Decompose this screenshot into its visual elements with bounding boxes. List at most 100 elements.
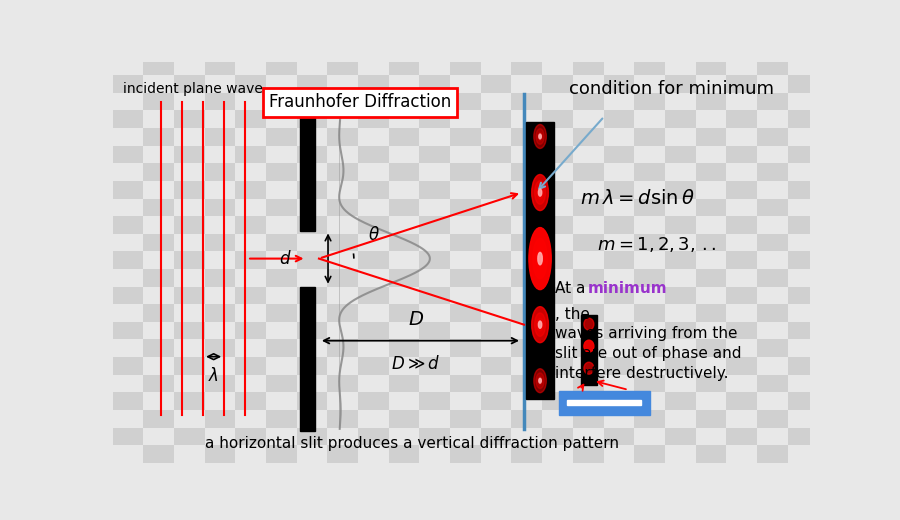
- Bar: [665, 269, 696, 287]
- Bar: [143, 40, 174, 58]
- Bar: [143, 93, 174, 110]
- Bar: [511, 40, 542, 58]
- Bar: [266, 269, 297, 287]
- Bar: [726, 375, 757, 392]
- Bar: [204, 216, 235, 234]
- Bar: [266, 234, 297, 251]
- Bar: [665, 110, 696, 128]
- Bar: [696, 287, 726, 304]
- Ellipse shape: [539, 379, 541, 383]
- Bar: [665, 322, 696, 340]
- Bar: [450, 199, 481, 216]
- Bar: [389, 427, 419, 445]
- Bar: [419, 110, 450, 128]
- Bar: [481, 234, 511, 251]
- Bar: [788, 181, 818, 199]
- Bar: [818, 410, 849, 427]
- Bar: [297, 181, 328, 199]
- Bar: [757, 410, 788, 427]
- Bar: [266, 199, 297, 216]
- Bar: [481, 181, 511, 199]
- Bar: [358, 199, 389, 216]
- Bar: [788, 146, 818, 163]
- Bar: [581, 315, 597, 385]
- Bar: [665, 93, 696, 110]
- Bar: [788, 340, 818, 357]
- Bar: [604, 375, 634, 392]
- Bar: [389, 287, 419, 304]
- Bar: [788, 392, 818, 410]
- Text: Fraunhofer Diffraction: Fraunhofer Diffraction: [269, 94, 451, 111]
- Ellipse shape: [539, 134, 541, 139]
- Bar: [266, 427, 297, 445]
- Ellipse shape: [536, 248, 544, 269]
- Ellipse shape: [537, 318, 543, 331]
- Bar: [358, 163, 389, 181]
- Bar: [204, 234, 235, 251]
- Bar: [634, 251, 665, 269]
- Bar: [419, 357, 450, 375]
- Bar: [450, 110, 481, 128]
- Bar: [328, 181, 358, 199]
- Bar: [757, 357, 788, 375]
- Bar: [788, 375, 818, 392]
- Bar: [419, 234, 450, 251]
- Bar: [604, 40, 634, 58]
- Bar: [297, 322, 328, 340]
- Bar: [665, 181, 696, 199]
- Bar: [450, 445, 481, 463]
- Bar: [481, 93, 511, 110]
- Bar: [696, 216, 726, 234]
- Bar: [450, 40, 481, 58]
- Bar: [572, 445, 604, 463]
- Bar: [665, 392, 696, 410]
- Bar: [112, 181, 143, 199]
- Bar: [818, 322, 849, 340]
- Bar: [634, 269, 665, 287]
- Bar: [757, 340, 788, 357]
- Bar: [204, 322, 235, 340]
- Bar: [696, 445, 726, 463]
- Bar: [788, 269, 818, 287]
- Bar: [572, 269, 604, 287]
- Bar: [757, 375, 788, 392]
- Bar: [511, 146, 542, 163]
- Bar: [481, 375, 511, 392]
- Bar: [818, 357, 849, 375]
- Bar: [235, 322, 266, 340]
- Bar: [604, 357, 634, 375]
- Bar: [204, 128, 235, 146]
- Bar: [143, 322, 174, 340]
- Bar: [358, 181, 389, 199]
- Bar: [143, 58, 174, 75]
- Bar: [389, 110, 419, 128]
- Bar: [788, 128, 818, 146]
- Bar: [818, 75, 849, 93]
- Text: $m\,\lambda = d\sin\theta$: $m\,\lambda = d\sin\theta$: [580, 189, 695, 208]
- Bar: [665, 357, 696, 375]
- Bar: [389, 58, 419, 75]
- Ellipse shape: [532, 175, 548, 211]
- Bar: [511, 110, 542, 128]
- Bar: [572, 340, 604, 357]
- Bar: [389, 163, 419, 181]
- Bar: [665, 287, 696, 304]
- Bar: [572, 128, 604, 146]
- Text: a horizontal slit produces a vertical diffraction pattern: a horizontal slit produces a vertical di…: [205, 436, 619, 451]
- Bar: [174, 58, 204, 75]
- Bar: [634, 357, 665, 375]
- Bar: [788, 304, 818, 322]
- Bar: [726, 427, 757, 445]
- Bar: [235, 128, 266, 146]
- Bar: [235, 234, 266, 251]
- Bar: [328, 40, 358, 58]
- Bar: [174, 340, 204, 357]
- Bar: [328, 251, 358, 269]
- Bar: [542, 199, 573, 216]
- Bar: [665, 445, 696, 463]
- Bar: [204, 427, 235, 445]
- Bar: [634, 93, 665, 110]
- Bar: [818, 445, 849, 463]
- Bar: [204, 445, 235, 463]
- Bar: [511, 58, 542, 75]
